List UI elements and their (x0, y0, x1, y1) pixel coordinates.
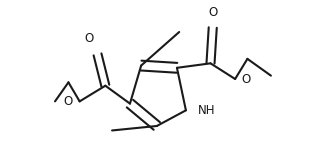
Text: O: O (242, 73, 251, 85)
Text: NH: NH (198, 104, 216, 117)
Text: O: O (84, 32, 93, 46)
Text: O: O (64, 95, 73, 108)
Text: O: O (208, 6, 217, 19)
